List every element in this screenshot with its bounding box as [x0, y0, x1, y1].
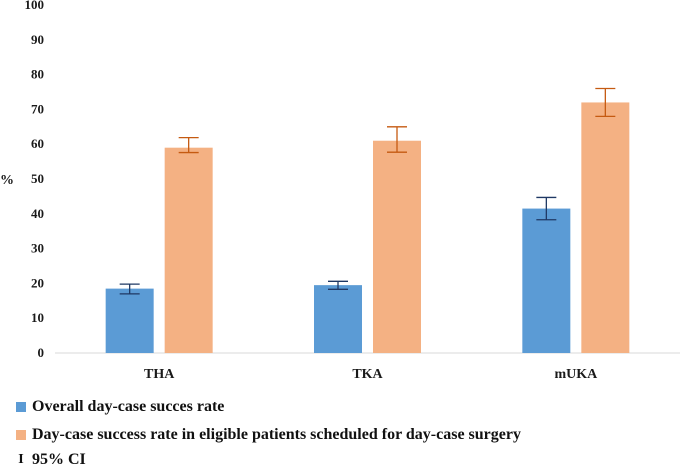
bar-tha-series-1 — [105, 288, 154, 353]
bars — [105, 102, 630, 353]
error-bars — [119, 87, 616, 295]
y-tick-label: 60 — [31, 136, 44, 151]
y-tick-label: 90 — [31, 32, 44, 47]
y-tick-label: 20 — [31, 275, 44, 290]
x-tick-label: TKA — [352, 367, 383, 382]
error-bar-tha-series-2 — [178, 136, 199, 154]
legend-item-series-2: Day-case success rate in eligible patien… — [16, 426, 521, 444]
y-axis-ticks: 0 10 20 30 40 50 60 70 80 90 100 — [25, 0, 45, 360]
y-tick-label: 80 — [31, 67, 44, 82]
error-bar-tka-series-2 — [387, 126, 407, 153]
error-bar-tka-series-1 — [328, 280, 348, 290]
bar-tha-series-2 — [164, 147, 213, 353]
bar-tka-series-1 — [314, 285, 362, 353]
y-tick-label: 30 — [31, 241, 44, 256]
error-bar-muka-series-1 — [536, 196, 557, 221]
legend-swatch-series-1 — [16, 402, 26, 412]
x-tick-label: THA — [144, 367, 175, 382]
chart: 0 10 20 30 40 50 60 70 80 90 100 % THA TKA mUKA — [0, 0, 680, 382]
error-bar-icon: I — [18, 452, 24, 467]
y-tick-label: 0 — [38, 345, 45, 360]
x-axis-categories: THA TKA mUKA — [144, 367, 598, 382]
x-tick-label: mUKA — [554, 367, 598, 382]
legend-swatch-series-2 — [16, 430, 26, 440]
error-bar-muka-series-2 — [595, 87, 616, 118]
y-tick-label: 10 — [31, 310, 44, 325]
legend-item-series-1: Overall day-case succes rate — [16, 398, 224, 416]
y-axis-label: % — [0, 173, 14, 188]
legend-label-series-2: Day-case success rate in eligible patien… — [32, 426, 521, 443]
legend-item-ci: I 95% CI — [16, 451, 86, 469]
y-tick-label: 70 — [31, 101, 44, 116]
bar-tka-series-2 — [373, 140, 421, 353]
legend-label-ci: 95% CI — [32, 451, 86, 468]
bar-muka-series-2 — [581, 102, 630, 353]
y-tick-label: 50 — [31, 171, 44, 186]
y-tick-label: 40 — [31, 206, 44, 221]
error-bar-tha-series-1 — [119, 283, 140, 295]
bar-muka-series-1 — [522, 208, 571, 353]
y-tick-label: 100 — [25, 0, 45, 12]
legend-label-series-1: Overall day-case succes rate — [32, 398, 225, 415]
